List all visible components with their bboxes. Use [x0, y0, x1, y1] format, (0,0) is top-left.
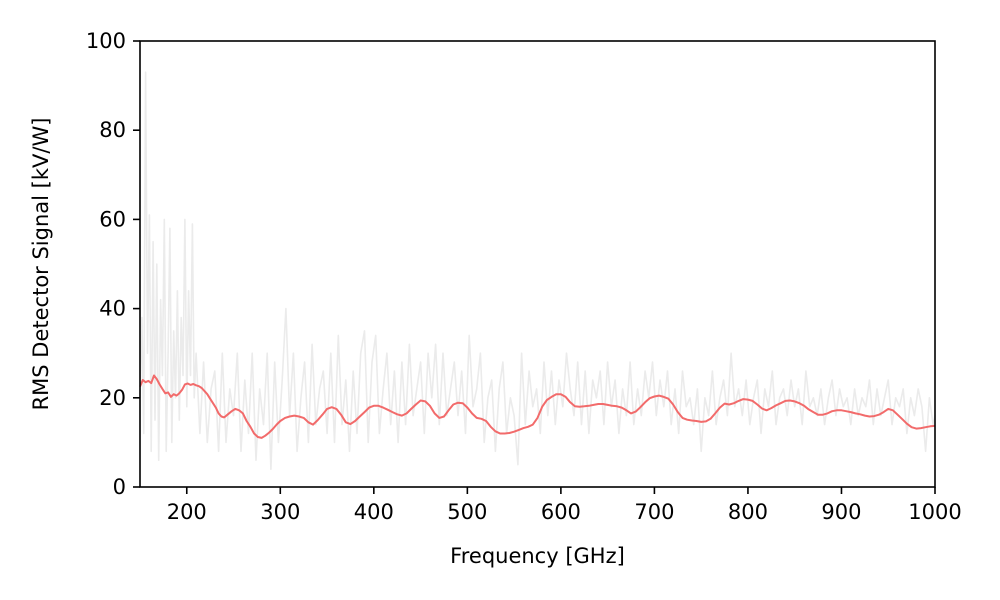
y-tick-label: 40	[99, 297, 126, 321]
x-tick-label: 600	[541, 500, 581, 524]
raw-signal-series	[139, 71, 936, 470]
y-axis: 0 20 40 60 80 100	[86, 29, 140, 499]
x-tick-label: 400	[354, 500, 394, 524]
x-tick-label: 200	[167, 500, 207, 524]
y-axis-title: RMS Detector Signal [kV/W]	[29, 118, 53, 411]
x-tick-label: 500	[447, 500, 487, 524]
x-tick-label: 300	[260, 500, 300, 524]
plot-area	[139, 71, 936, 470]
x-tick-label: 800	[728, 500, 768, 524]
smoothed-signal-series	[139, 374, 936, 439]
axes-frame	[139, 40, 936, 488]
y-tick-label: 60	[99, 207, 126, 231]
x-axis-title: Frequency [GHz]	[450, 544, 625, 568]
y-tick-label: 0	[113, 475, 126, 499]
x-tick-label: 1000	[908, 500, 961, 524]
x-tick-label: 900	[821, 500, 861, 524]
y-tick-label: 20	[99, 386, 126, 410]
y-tick-label: 80	[99, 118, 126, 142]
x-axis: 200 300 400 500 600 700 800 900 1000	[167, 487, 962, 524]
x-tick-label: 700	[634, 500, 674, 524]
y-tick-label: 100	[86, 29, 126, 53]
